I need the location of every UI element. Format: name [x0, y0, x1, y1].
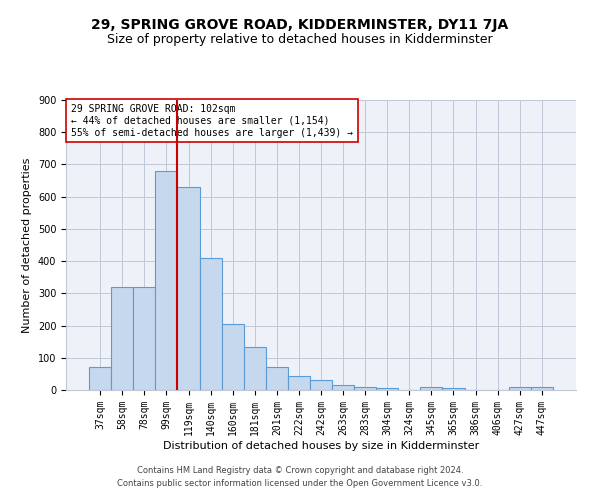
- Bar: [266, 368, 288, 390]
- Bar: [332, 385, 354, 390]
- X-axis label: Distribution of detached houses by size in Kidderminster: Distribution of detached houses by size …: [163, 440, 479, 450]
- Bar: [354, 387, 376, 390]
- Bar: [310, 380, 332, 390]
- Bar: [178, 187, 200, 390]
- Bar: [442, 388, 464, 390]
- Bar: [111, 287, 133, 390]
- Bar: [133, 287, 155, 390]
- Bar: [376, 388, 398, 390]
- Bar: [531, 388, 553, 390]
- Text: 29 SPRING GROVE ROAD: 102sqm
← 44% of detached houses are smaller (1,154)
55% of: 29 SPRING GROVE ROAD: 102sqm ← 44% of de…: [71, 104, 353, 138]
- Bar: [244, 346, 266, 390]
- Bar: [509, 388, 531, 390]
- Text: 29, SPRING GROVE ROAD, KIDDERMINSTER, DY11 7JA: 29, SPRING GROVE ROAD, KIDDERMINSTER, DY…: [91, 18, 509, 32]
- Text: Size of property relative to detached houses in Kidderminster: Size of property relative to detached ho…: [107, 32, 493, 46]
- Bar: [288, 376, 310, 390]
- Bar: [200, 258, 221, 390]
- Bar: [421, 388, 442, 390]
- Y-axis label: Number of detached properties: Number of detached properties: [22, 158, 32, 332]
- Bar: [155, 171, 178, 390]
- Bar: [221, 324, 244, 390]
- Text: Contains HM Land Registry data © Crown copyright and database right 2024.
Contai: Contains HM Land Registry data © Crown c…: [118, 466, 482, 487]
- Bar: [89, 368, 111, 390]
